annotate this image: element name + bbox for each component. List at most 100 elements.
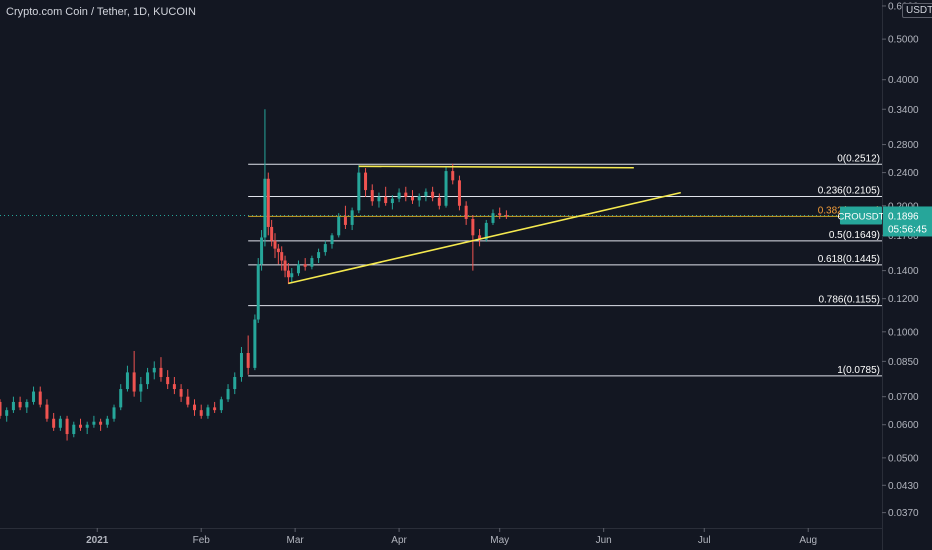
candle-body [444,171,448,206]
candle-body [343,217,347,225]
candle-body [491,213,495,223]
fib-level-label: 1(0.0785) [837,365,880,376]
candle-body [239,353,243,377]
chart-title: Crypto.com Coin / Tether, 1D, KUCOIN [6,6,196,18]
candle-body [424,191,428,197]
candle-body [125,372,129,390]
candle-body [457,180,461,206]
candle-body [159,367,163,377]
candle-body [246,353,250,368]
candle-body [32,391,36,402]
candle-body [72,424,76,435]
candle-body [330,235,334,245]
candle-body [253,319,257,368]
candle-body [484,222,488,240]
candle-body [350,210,354,225]
candle-body [65,418,69,435]
candle-body [276,248,280,253]
candle-body [504,215,508,217]
price-tick-label: 0.0700 [888,392,919,403]
candle-body [498,213,502,216]
candle-body [280,252,284,261]
price-tick-label: 0.0430 [888,481,919,492]
candle-body [290,273,294,278]
candle-body [139,384,143,392]
price-tick-label: 0.4000 [888,75,919,86]
fib-level-label: 0.5(0.1649) [829,230,880,241]
trendline [288,191,681,285]
candle-body [410,196,414,201]
price-tick-label: 0.5000 [888,35,919,46]
symbol-tag-label: CROUSDT [838,211,885,222]
candle-body [105,418,109,425]
fib-level-label: 0.236(0.2105) [818,185,880,196]
last-price-value: 0.1896 [888,211,919,222]
candle-body [233,376,237,390]
time-tick-label: Jul [698,535,711,546]
price-tick-label: 0.2400 [888,168,919,179]
candle-body [464,205,468,219]
candle-body [270,226,274,241]
candle-body [5,410,9,416]
candle-body [186,396,190,405]
candle-body [296,264,300,274]
bar-countdown: 05:56:45 [888,224,927,235]
price-tick-label: 0.0500 [888,453,919,464]
candle-body [213,407,217,411]
price-tick-label: 0.2800 [888,140,919,151]
candle-body [451,171,455,181]
candle-body [152,367,156,373]
time-tick-label: Apr [391,535,407,546]
candle-body [172,384,176,390]
price-tick-label: 0.1000 [888,327,919,338]
price-tick-label: 0.1200 [888,294,919,305]
candle-body [119,389,123,408]
candle-body [337,217,341,236]
candle-body [357,172,361,211]
candle-body [256,264,260,320]
candle-body [370,190,374,202]
fib-level-label: 0.618(0.1445) [818,254,880,265]
price-tick-label: 0.3400 [888,105,919,116]
candle-body [437,197,441,206]
price-tick-label: 0.0850 [888,357,919,368]
candle-body [384,196,388,204]
candle-body [166,376,170,385]
candle-body [92,421,96,425]
candle-body [132,372,136,392]
candle-body [52,418,56,428]
candle-body [25,401,29,408]
time-tick-label: Jun [596,535,612,546]
candle-body [364,172,368,191]
candle-body [323,244,327,253]
candle-body [390,198,394,204]
last-price-tag [883,206,932,237]
candle-body [286,270,290,278]
time-tick-label: Feb [193,535,211,546]
time-tick-label: May [490,535,509,546]
candle-body [219,399,223,411]
candle-body [11,401,15,411]
candle-body [58,418,62,428]
time-tick-label: Mar [287,535,305,546]
candle-body [283,260,287,271]
candle-body [0,401,2,416]
fib-level-label: 0.786(0.1155) [818,295,880,306]
time-tick-label: Aug [799,535,817,546]
candle-body [38,391,42,405]
trendline [358,165,634,169]
candle-body [112,407,116,419]
candle-body [404,192,408,197]
currency-label[interactable]: USDT [902,3,932,18]
candle-body [206,407,210,416]
price-tick-label: 0.1400 [888,266,919,277]
candle-body [85,424,89,428]
candle-body [199,410,203,416]
time-tick-label: 2021 [86,535,109,546]
candle-body [266,178,270,227]
price-tick-label: 0.0370 [888,508,919,519]
candle-body [431,191,435,198]
candle-body [45,404,49,419]
